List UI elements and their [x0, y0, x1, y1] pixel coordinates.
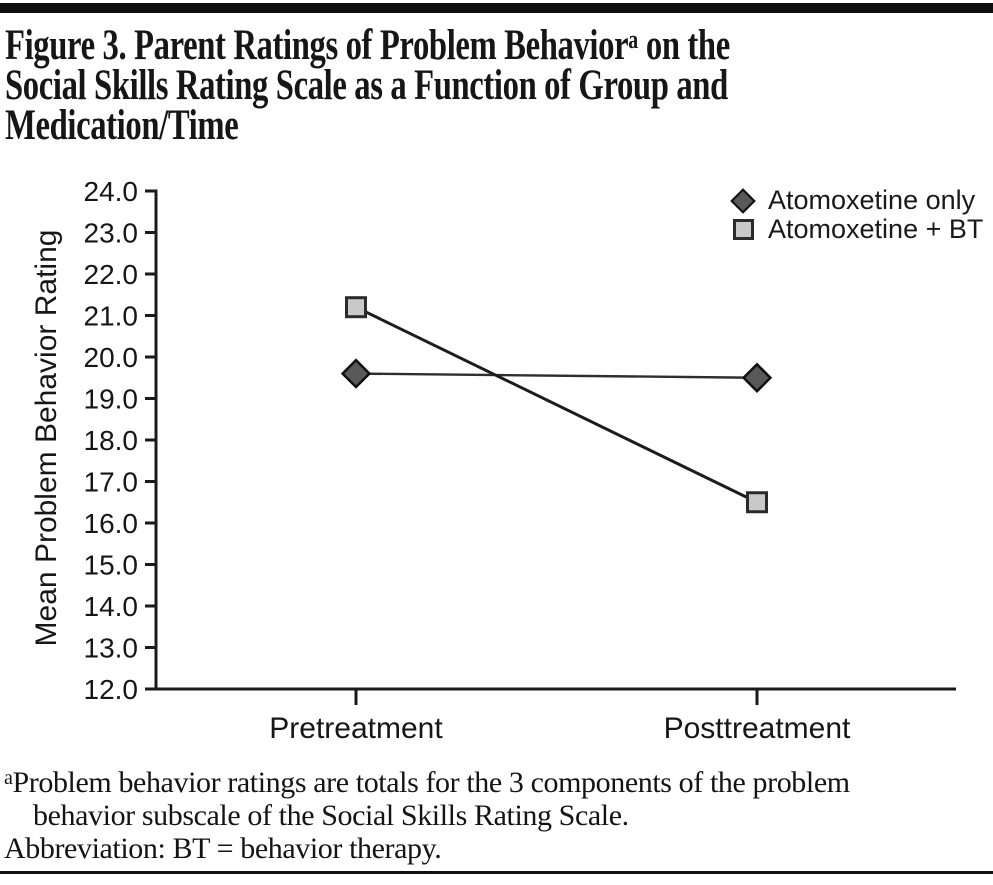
y-tick-label: 12.0 [84, 674, 139, 705]
x-tick-label: Pretreatment [269, 712, 443, 745]
footnote-line2: behavior subscale of the Social Skills R… [33, 799, 629, 832]
legend-marker-cell [729, 216, 757, 244]
figure-title-text-cont: on the [638, 22, 730, 69]
y-tick-label: 17.0 [84, 466, 139, 497]
legend-marker-cell [729, 187, 757, 215]
legend-label: Atomoxetine + BT [768, 214, 984, 244]
diamond-marker [741, 362, 773, 393]
legend-item-atomoxetine-only: Atomoxetine only [729, 185, 983, 215]
y-tick-label: 14.0 [84, 591, 139, 622]
y-tick-label: 13.0 [84, 632, 139, 663]
y-tick-label: 15.0 [84, 549, 139, 580]
figure-title: Figure 3. Parent Ratings of Problem Beha… [5, 20, 730, 149]
figure-title-line2: Social Skills Rating Scale as a Function… [5, 62, 728, 109]
y-tick-label: 16.0 [84, 508, 139, 539]
y-tick-label: 20.0 [84, 342, 139, 373]
y-axis-title: Mean Problem Behavior Rating [30, 230, 63, 647]
footnote-abbreviation: Abbreviation: BT = behavior therapy. [4, 832, 442, 865]
y-tick-label: 24.0 [84, 176, 139, 207]
chart-legend: Atomoxetine only Atomoxetine + BT [729, 185, 984, 244]
footnote-line1: aProblem behavior ratings are totals for… [4, 762, 850, 799]
square-marker-icon [732, 219, 754, 240]
y-tick-label: 18.0 [84, 425, 139, 456]
line-chart: 24.0 23.0 22.0 21.0 20.0 19.0 18.0 17.0 16.0 15.0… [0, 175, 993, 755]
legend-item-atomoxetine-bt: Atomoxetine + BT [729, 214, 984, 244]
y-tick-label: 19.0 [84, 383, 139, 414]
legend-label: Atomoxetine only [768, 185, 976, 215]
diamond-marker-icon [730, 187, 756, 214]
footnote-ref-superscript: a [628, 25, 639, 54]
square-marker [746, 491, 768, 514]
y-tick-label: 22.0 [84, 259, 139, 290]
figure-title-line1: Figure 3. Parent Ratings of Problem Beha… [5, 20, 730, 69]
figure-footnote: aProblem behavior ratings are totals for… [4, 762, 850, 865]
diamond-marker [340, 358, 372, 389]
footnote-text: Problem behavior ratings are totals for … [12, 766, 850, 799]
series-line-1 [355, 305, 758, 504]
bottom-rule [0, 871, 993, 874]
footnote-marker-superscript: a [4, 767, 13, 789]
y-tick-label: 21.0 [84, 300, 139, 331]
series-line-0 [355, 372, 758, 379]
y-tick-label: 23.0 [84, 217, 139, 248]
chart-canvas: 24.0 23.0 22.0 21.0 20.0 19.0 18.0 17.0 16.0 15.0… [30, 176, 956, 745]
top-rule [0, 3, 993, 13]
square-marker [345, 296, 367, 319]
figure-title-line3: Medication/Time [5, 102, 239, 149]
x-tick-label: Posttreatment [664, 712, 851, 745]
figure-title-text: Figure 3. Parent Ratings of Problem Beha… [5, 22, 629, 69]
